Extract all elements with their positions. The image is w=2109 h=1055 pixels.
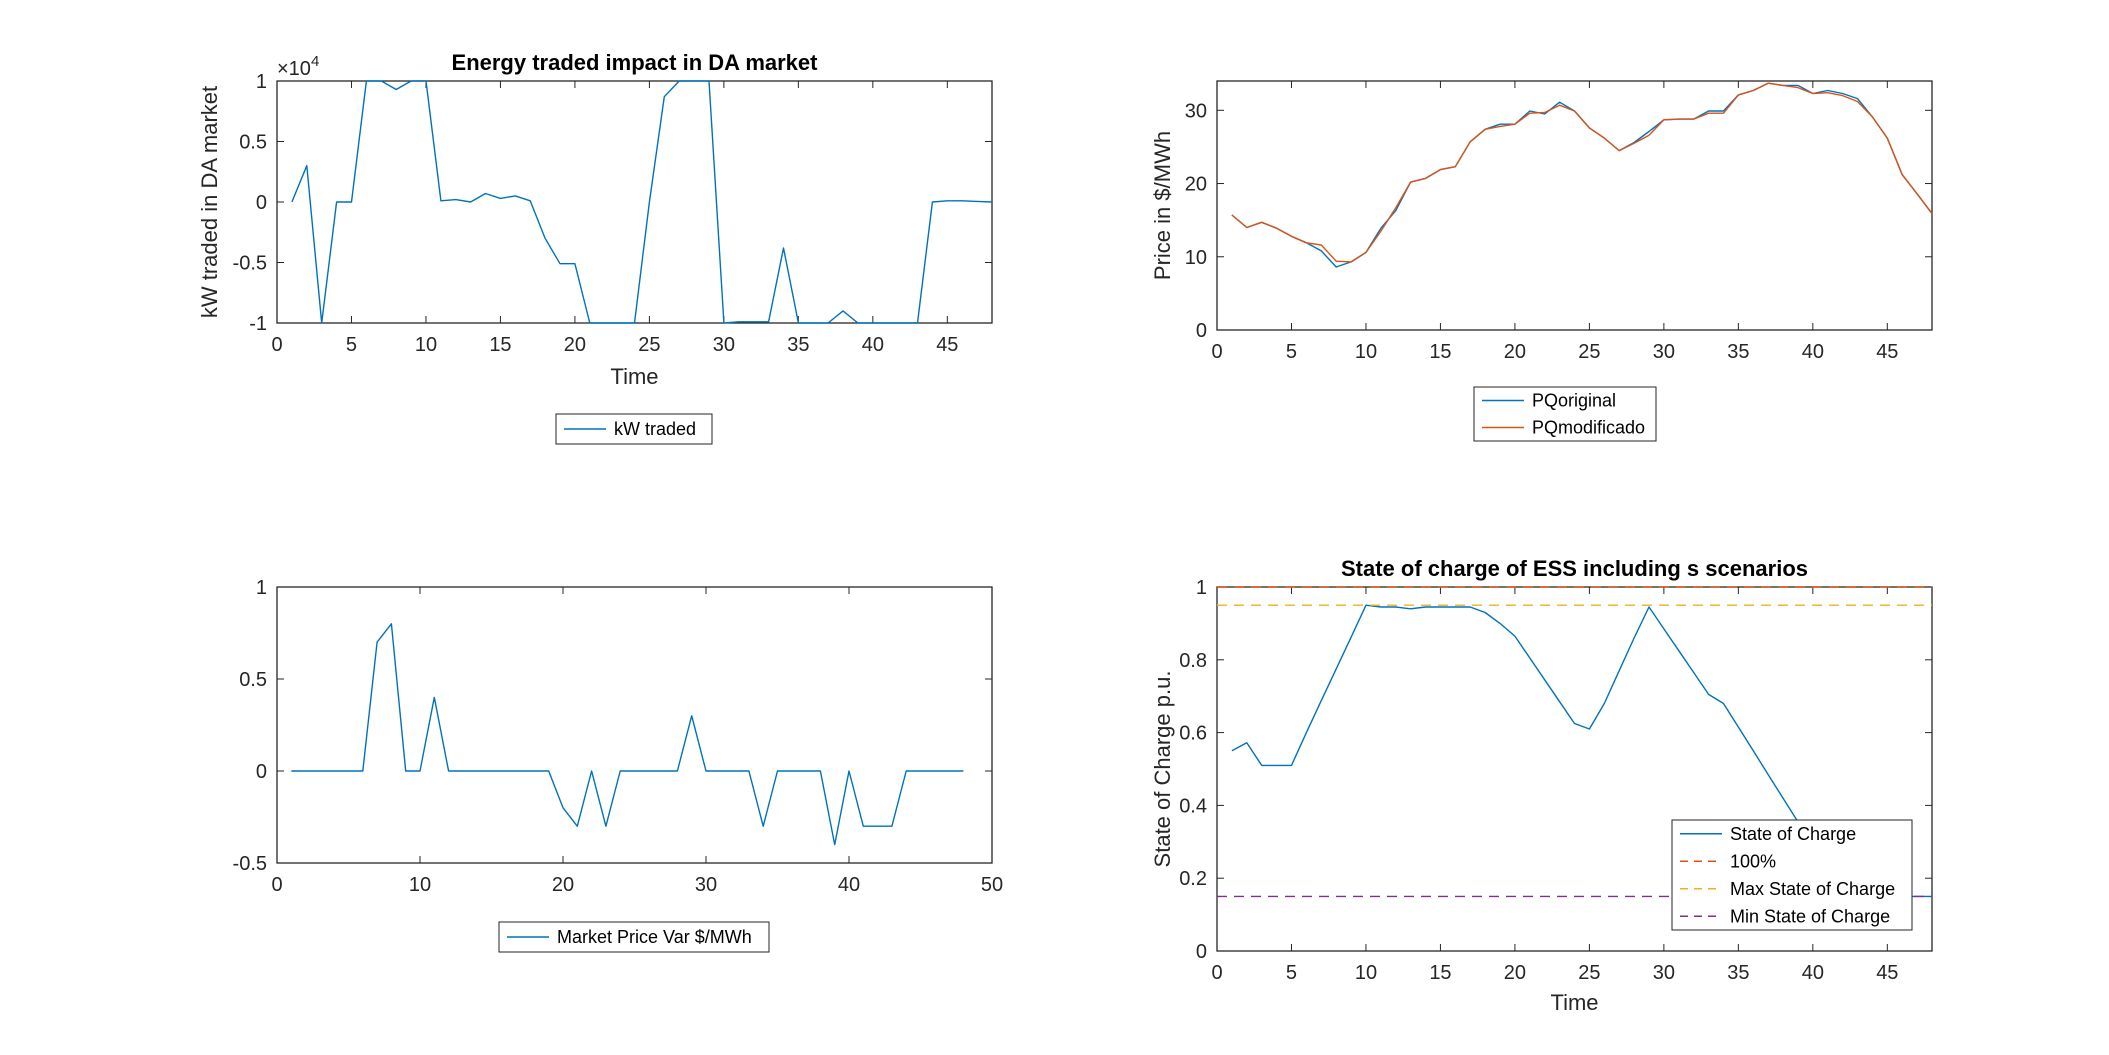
price-lines <box>1231 82 1933 268</box>
energy-xtick-label: 40 <box>862 334 884 356</box>
price-y-axis-label: Price in $/MWh <box>1150 131 1175 280</box>
soc-legend: State of Charge 100% Max State of Charge Mi… <box>1671 819 1913 931</box>
energy-ytick-label: 1 <box>256 71 267 93</box>
market-price-var-plot-frame <box>276 586 993 864</box>
marketvar-ytick-label: 0.5 <box>239 669 267 691</box>
soc-ytick-label: 1 <box>1196 577 1207 599</box>
price-ytick-label: 10 <box>1185 247 1207 269</box>
marketvar-xtick-label: 40 <box>838 874 860 896</box>
price-xtick-label: 20 <box>1504 341 1526 363</box>
soc-legend-label: 100% <box>1730 851 1776 871</box>
soc-ytick-label: 0.2 <box>1179 868 1207 890</box>
soc-y-axis-label: State of Charge p.u. <box>1150 671 1175 868</box>
price-xtick-label: 30 <box>1653 341 1675 363</box>
price-xtick-label: 45 <box>1876 341 1898 363</box>
marketvar-xtick-label: 10 <box>409 874 431 896</box>
soc-xtick-label: 25 <box>1578 962 1600 984</box>
price-legend-box <box>1473 386 1657 442</box>
energy-series-line-1 <box>291 80 993 324</box>
price-xtick-label: 5 <box>1286 341 1297 363</box>
energy-y-exponent: ×104 <box>277 53 319 80</box>
price-legend-label: PQoriginal <box>1532 391 1616 411</box>
energy-chart-title: Energy traded impact in DA market <box>452 50 819 75</box>
soc-x-axis-label: Time <box>1550 990 1598 1015</box>
price-ytick-label: 0 <box>1196 320 1207 342</box>
soc-axes: 0 5 10 15 20 25 30 35 40 45 0 0.2 0.4 0.6 0.8 1 State o… <box>1150 556 1933 1015</box>
energy-xtick-label: 30 <box>713 334 735 356</box>
price-legend-label: PQmodificado <box>1532 418 1645 438</box>
soc-chart-title: State of charge of ESS including s scena… <box>1341 556 1808 581</box>
price-xtick-label: 15 <box>1429 341 1451 363</box>
price-series-line-2 <box>1231 82 1933 263</box>
energy-xtick-label: 25 <box>638 334 660 356</box>
marketvar-xtick-label: 20 <box>552 874 574 896</box>
soc-legend-label: Max State of Charge <box>1730 879 1895 899</box>
marketvar-legend-label: Market Price Var $/MWh <box>557 927 752 947</box>
soc-legend-label: State of Charge <box>1730 824 1856 844</box>
energy-exponent-power: 4 <box>311 53 319 70</box>
price-xtick-label: 10 <box>1355 341 1377 363</box>
soc-xtick-label: 0 <box>1211 962 1222 984</box>
price-plot-frame <box>1216 80 1933 331</box>
soc-xtick-label: 35 <box>1727 962 1749 984</box>
price-xtick-label: 40 <box>1802 341 1824 363</box>
market-price-var-legend: Market Price Var $/MWh <box>498 921 770 953</box>
price-ytick-label: 20 <box>1185 174 1207 196</box>
price-ticks: 0 5 10 15 20 25 30 35 40 45 0 10 20 30 <box>1185 81 1932 363</box>
energy-xtick-label: 35 <box>787 334 809 356</box>
soc-xtick-label: 45 <box>1876 962 1898 984</box>
marketvar-ytick-label: 1 <box>256 577 267 599</box>
energy-axes: 0 5 10 15 20 25 30 35 40 45 -1 -0.5 0 0.5 1 Energy tra… <box>197 50 993 445</box>
soc-xtick-label: 30 <box>1653 962 1675 984</box>
energy-ytick-label: 0.5 <box>239 132 267 154</box>
energy-xtick-label: 45 <box>936 334 958 356</box>
marketvar-ytick-label: -0.5 <box>233 853 267 875</box>
energy-legend: kW traded <box>555 413 713 445</box>
energy-plot-frame <box>276 80 993 324</box>
price-axes: 0 5 10 15 20 25 30 35 40 45 0 10 20 30 Price in $/MWh… <box>1150 80 1933 442</box>
marketvar-ytick-label: 0 <box>256 761 267 783</box>
energy-y-axis-label: kW traded in DA market <box>197 86 222 318</box>
soc-xtick-label: 20 <box>1504 962 1526 984</box>
market-price-var-ticks: 0 10 20 30 40 50-0.500.51 <box>233 577 1004 896</box>
soc-ytick-label: 0.4 <box>1179 795 1207 817</box>
soc-xtick-label: 15 <box>1429 962 1451 984</box>
energy-legend-label: kW traded <box>614 419 696 439</box>
energy-ticks: 0 5 10 15 20 25 30 35 40 45 -1 -0.5 0 0.5 1 <box>233 71 992 356</box>
market-price-var-lines <box>291 623 964 846</box>
soc-ytick-label: 0.6 <box>1179 723 1207 745</box>
energy-ytick-label: 0 <box>256 192 267 214</box>
energy-xtick-label: 15 <box>489 334 511 356</box>
marketvar-series-line-1 <box>291 623 964 846</box>
energy-xtick-label: 20 <box>564 334 586 356</box>
soc-ytick-label: 0.8 <box>1179 650 1207 672</box>
soc-xtick-label: 10 <box>1355 962 1377 984</box>
soc-ticks: 0 5 10 15 20 25 30 35 40 45 0 0.2 0.4 0.6 0.8 1 <box>1179 577 1932 984</box>
energy-ytick-label: -0.5 <box>233 253 267 275</box>
marketvar-xtick-label: 50 <box>981 874 1003 896</box>
energy-ytick-label: -1 <box>249 313 267 335</box>
soc-xtick-label: 40 <box>1802 962 1824 984</box>
price-xtick-label: 0 <box>1211 341 1222 363</box>
energy-xtick-label: 0 <box>271 334 282 356</box>
energy-lines <box>291 80 993 324</box>
energy-exponent-base: ×10 <box>277 58 311 80</box>
price-xtick-label: 25 <box>1578 341 1600 363</box>
price-ytick-label: 30 <box>1185 100 1207 122</box>
soc-legend-label: Min State of Charge <box>1730 906 1890 926</box>
soc-ytick-label: 0 <box>1196 941 1207 963</box>
marketvar-xtick-label: 0 <box>271 874 282 896</box>
energy-x-axis-label: Time <box>610 364 658 389</box>
market-price-var-axes: 0 10 20 30 40 50-0.500.51 Market Price Var $/… <box>233 577 1004 953</box>
soc-legend-box <box>1671 819 1913 931</box>
price-legend: PQoriginal PQmodificado <box>1473 386 1657 442</box>
price-xtick-label: 35 <box>1727 341 1749 363</box>
soc-xtick-label: 5 <box>1286 962 1297 984</box>
energy-xtick-label: 5 <box>346 334 357 356</box>
energy-xtick-label: 10 <box>415 334 437 356</box>
marketvar-xtick-label: 30 <box>695 874 717 896</box>
